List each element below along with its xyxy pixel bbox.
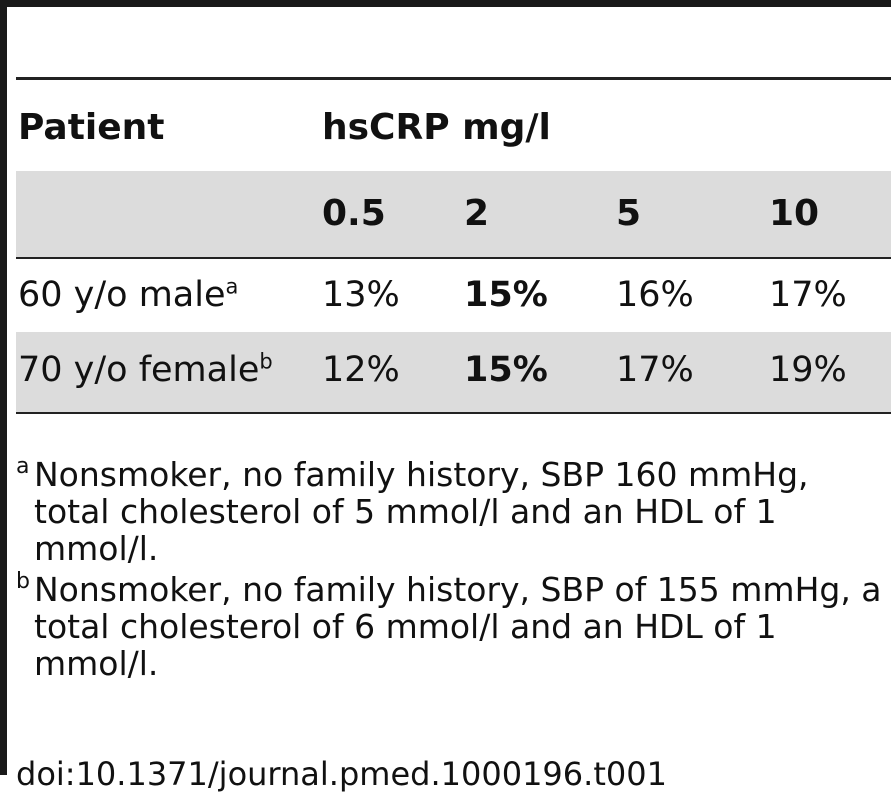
table-bottom-rule bbox=[16, 412, 891, 414]
table-top-rule bbox=[16, 77, 891, 80]
level-header: 10 bbox=[769, 193, 820, 234]
doi-link[interactable]: doi:10.1371/journal.pmed.1000196.t001 bbox=[16, 755, 667, 793]
footnotes: a Nonsmoker, no family history, SBP 160 … bbox=[16, 454, 891, 686]
footnote-mark: a bbox=[16, 454, 30, 479]
level-header: 5 bbox=[616, 193, 642, 234]
footnote: a Nonsmoker, no family history, SBP 160 … bbox=[16, 454, 891, 568]
row-label-text: 60 y/o male bbox=[18, 275, 226, 315]
footnote-marker: b bbox=[259, 349, 273, 374]
table-cell: 12% bbox=[322, 350, 400, 390]
level-header: 2 bbox=[464, 193, 490, 234]
risk-table: Patient hsCRP mg/l 0.5 2 5 10 60 y/o mal… bbox=[16, 77, 891, 414]
table-cell: 19% bbox=[769, 350, 847, 390]
top-rule bbox=[0, 0, 891, 7]
header-patient: Patient bbox=[18, 107, 165, 148]
footnote-marker: a bbox=[225, 274, 239, 299]
table-cell-highlight: 15% bbox=[464, 350, 548, 390]
footnote-text: Nonsmoker, no family history, SBP 160 mm… bbox=[34, 455, 809, 568]
table-row: 60 y/o malea 13% 15% 16% 17% bbox=[16, 259, 891, 332]
row-label-text: 70 y/o female bbox=[18, 350, 260, 390]
table-cell: 17% bbox=[616, 350, 694, 390]
table-cell: 17% bbox=[769, 275, 847, 315]
table-row: 70 y/o femaleb 12% 15% 17% 19% bbox=[16, 332, 891, 412]
left-rule bbox=[0, 0, 7, 775]
footnote: b Nonsmoker, no family history, SBP of 1… bbox=[16, 569, 891, 683]
header-rule bbox=[16, 257, 891, 259]
level-header: 0.5 bbox=[322, 193, 386, 234]
header-hscrp: hsCRP mg/l bbox=[322, 107, 551, 148]
table-cell: 16% bbox=[616, 275, 694, 315]
table-cell-highlight: 15% bbox=[464, 275, 548, 315]
table-header-row: Patient hsCRP mg/l bbox=[16, 80, 891, 171]
row-label: 70 y/o femaleb bbox=[18, 350, 273, 390]
row-label: 60 y/o malea bbox=[18, 275, 238, 315]
footnote-text: Nonsmoker, no family history, SBP of 155… bbox=[34, 570, 882, 683]
table-cell: 13% bbox=[322, 275, 400, 315]
table-subheader-row: 0.5 2 5 10 bbox=[16, 171, 891, 257]
footnote-mark: b bbox=[16, 569, 30, 594]
